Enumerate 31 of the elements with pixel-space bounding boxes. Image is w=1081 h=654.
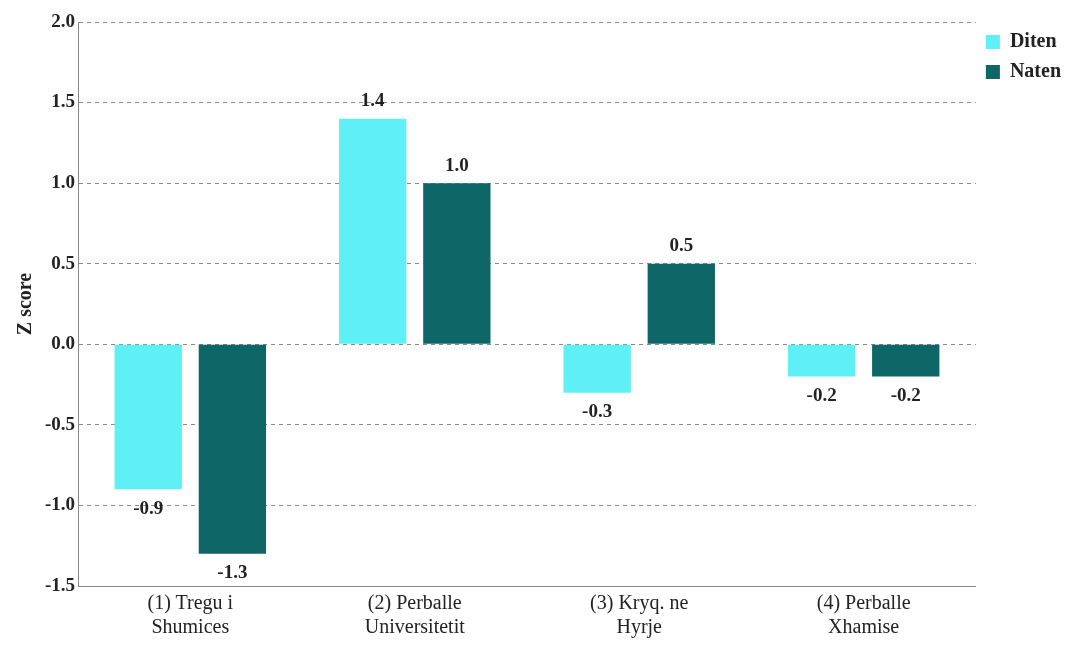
x-tick-label: (3) Kryq. ne Hyrje	[590, 591, 689, 639]
data-label: -0.2	[890, 383, 921, 405]
bar	[647, 263, 715, 344]
y-tick-label: -1.0	[45, 493, 76, 515]
legend-label: Diten	[1009, 29, 1057, 52]
data-label: 0.5	[669, 234, 694, 256]
y-tick-label: -0.5	[45, 412, 76, 434]
bar	[563, 344, 631, 393]
bar	[114, 344, 182, 490]
y-tick-label: 1.5	[51, 90, 76, 112]
bar	[198, 344, 267, 554]
data-label: -0.9	[133, 496, 164, 518]
x-tick-label: (1) Tregu i Shumices	[147, 591, 234, 638]
bar	[872, 344, 940, 377]
y-tick-label: 0.0	[51, 332, 76, 354]
bar	[423, 183, 491, 344]
bar	[339, 118, 407, 344]
data-label: 1.0	[444, 153, 469, 175]
y-tick-label: 0.5	[51, 251, 76, 273]
x-tick-label: (2) Perballe Universitetit	[364, 591, 466, 638]
data-label: 1.4	[360, 89, 386, 111]
y-tick-label: 2.0	[51, 9, 76, 31]
data-label: -1.3	[217, 561, 248, 583]
data-label: -0.3	[582, 400, 613, 422]
y-tick-label: 1.0	[51, 171, 76, 193]
legend-label: Naten	[1009, 59, 1062, 82]
data-label: -0.2	[806, 383, 837, 405]
x-tick-label: (4) Perballe Xhamise	[816, 591, 911, 638]
y-tick-label: -1.5	[45, 573, 76, 595]
y-axis-title: Z score	[13, 272, 36, 336]
bar	[787, 344, 856, 377]
